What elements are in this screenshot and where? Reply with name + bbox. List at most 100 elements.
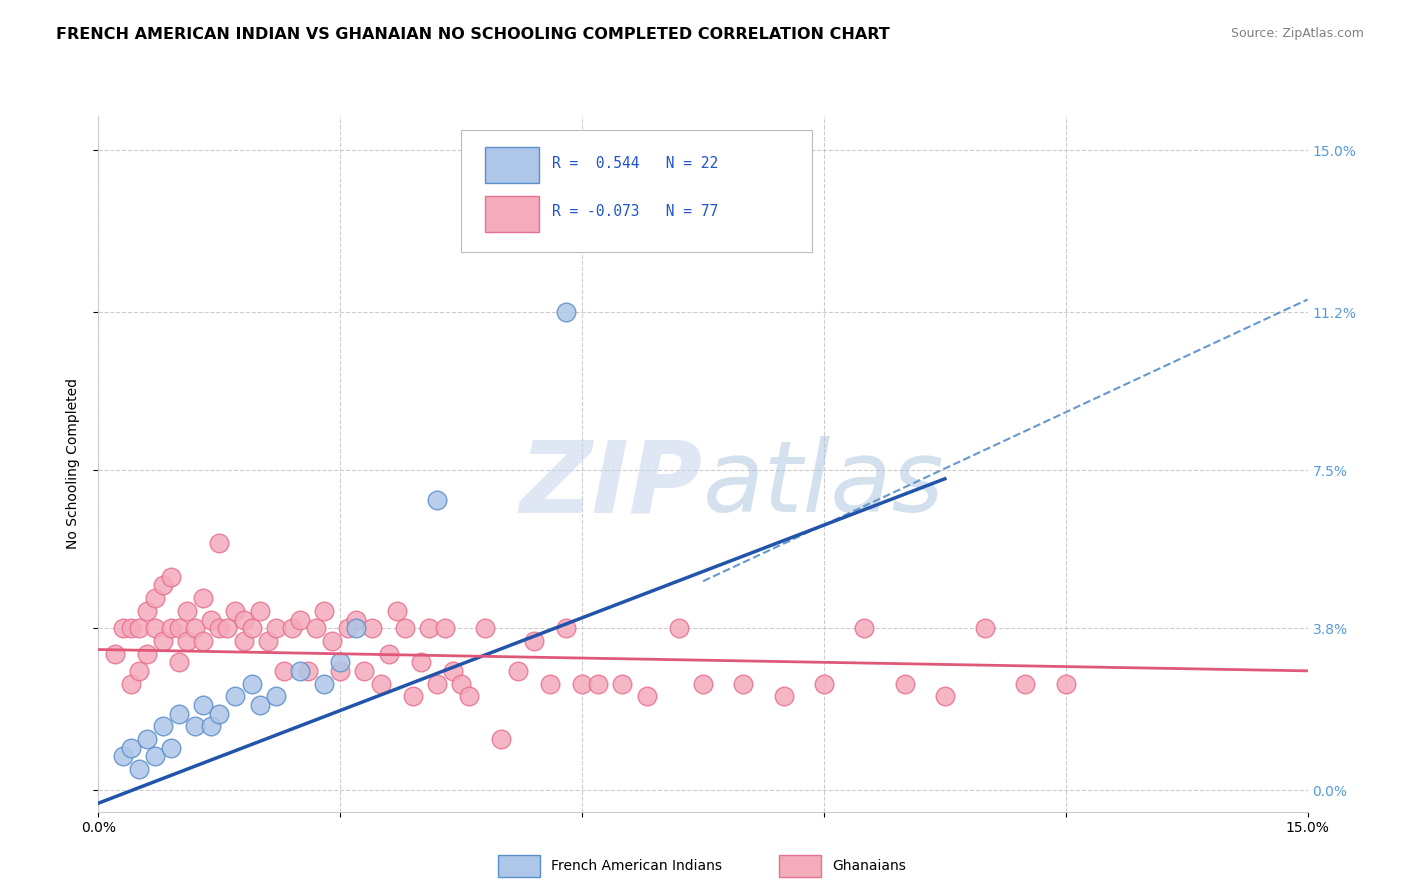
Point bbox=[160, 621, 183, 635]
Point bbox=[426, 493, 449, 508]
Point bbox=[160, 570, 183, 584]
Point bbox=[402, 690, 425, 704]
Text: FRENCH AMERICAN INDIAN VS GHANAIAN NO SCHOOLING COMPLETED CORRELATION CHART: FRENCH AMERICAN INDIAN VS GHANAIAN NO SC… bbox=[56, 27, 890, 42]
Point bbox=[893, 676, 915, 690]
Point bbox=[321, 634, 343, 648]
Point bbox=[555, 621, 578, 635]
Point bbox=[409, 656, 432, 670]
Point bbox=[249, 604, 271, 618]
Point bbox=[120, 676, 142, 690]
Point bbox=[361, 621, 384, 635]
Point bbox=[135, 604, 157, 618]
Point bbox=[344, 613, 367, 627]
Point bbox=[167, 621, 190, 635]
Point bbox=[305, 621, 328, 635]
Text: ZIP: ZIP bbox=[520, 436, 703, 533]
Point bbox=[571, 676, 593, 690]
Point bbox=[733, 676, 755, 690]
Point bbox=[208, 706, 231, 721]
Point bbox=[297, 664, 319, 678]
Point bbox=[523, 634, 546, 648]
Point bbox=[143, 591, 166, 606]
Point bbox=[612, 676, 634, 690]
Point bbox=[636, 690, 658, 704]
Text: French American Indians: French American Indians bbox=[551, 859, 723, 873]
Point bbox=[329, 656, 352, 670]
Point bbox=[103, 647, 125, 661]
Point bbox=[128, 621, 150, 635]
Point bbox=[288, 613, 311, 627]
Point bbox=[441, 664, 464, 678]
Text: R = -0.073   N = 77: R = -0.073 N = 77 bbox=[553, 204, 718, 219]
Point bbox=[184, 621, 207, 635]
Point bbox=[264, 621, 287, 635]
Point bbox=[344, 621, 367, 635]
Point bbox=[208, 536, 231, 550]
Point bbox=[193, 634, 215, 648]
Point bbox=[111, 749, 134, 764]
Point bbox=[934, 690, 956, 704]
FancyBboxPatch shape bbox=[485, 147, 538, 184]
Point bbox=[853, 621, 876, 635]
Point bbox=[394, 621, 416, 635]
Point bbox=[167, 656, 190, 670]
Point bbox=[167, 706, 190, 721]
Point bbox=[281, 621, 304, 635]
Point bbox=[120, 621, 142, 635]
Point bbox=[692, 676, 714, 690]
Point bbox=[1054, 676, 1077, 690]
Point bbox=[385, 604, 408, 618]
Point bbox=[240, 676, 263, 690]
Point bbox=[450, 676, 472, 690]
Point bbox=[474, 621, 496, 635]
Point bbox=[240, 621, 263, 635]
Point bbox=[135, 732, 157, 747]
Point bbox=[586, 676, 609, 690]
Point bbox=[491, 732, 513, 747]
Point bbox=[418, 621, 440, 635]
Point bbox=[555, 305, 578, 319]
Point bbox=[974, 621, 997, 635]
Point bbox=[329, 664, 352, 678]
Point bbox=[224, 690, 246, 704]
Point bbox=[184, 719, 207, 733]
Point bbox=[208, 621, 231, 635]
Point bbox=[1014, 676, 1036, 690]
Point bbox=[120, 740, 142, 755]
Point bbox=[249, 698, 271, 712]
Text: atlas: atlas bbox=[703, 436, 945, 533]
Point bbox=[668, 621, 690, 635]
Point bbox=[193, 591, 215, 606]
Point bbox=[256, 634, 278, 648]
Point bbox=[370, 676, 392, 690]
Point bbox=[538, 676, 561, 690]
FancyBboxPatch shape bbox=[461, 130, 811, 252]
Point bbox=[224, 604, 246, 618]
Point bbox=[111, 621, 134, 635]
Point bbox=[143, 621, 166, 635]
Point bbox=[458, 690, 481, 704]
Point bbox=[193, 698, 215, 712]
Point bbox=[128, 762, 150, 776]
Point bbox=[217, 621, 239, 635]
Point bbox=[232, 634, 254, 648]
Point bbox=[232, 613, 254, 627]
Point bbox=[200, 719, 222, 733]
Point bbox=[273, 664, 295, 678]
Text: Ghanaians: Ghanaians bbox=[832, 859, 907, 873]
Point bbox=[506, 664, 529, 678]
Point bbox=[426, 676, 449, 690]
Point bbox=[160, 740, 183, 755]
Point bbox=[337, 621, 360, 635]
Point bbox=[314, 676, 336, 690]
Point bbox=[314, 604, 336, 618]
Point bbox=[264, 690, 287, 704]
Text: Source: ZipAtlas.com: Source: ZipAtlas.com bbox=[1230, 27, 1364, 40]
Point bbox=[152, 634, 174, 648]
Point bbox=[128, 664, 150, 678]
Text: R =  0.544   N = 22: R = 0.544 N = 22 bbox=[553, 156, 718, 170]
Point bbox=[143, 749, 166, 764]
Point bbox=[377, 647, 399, 661]
Point bbox=[152, 719, 174, 733]
Point bbox=[434, 621, 457, 635]
